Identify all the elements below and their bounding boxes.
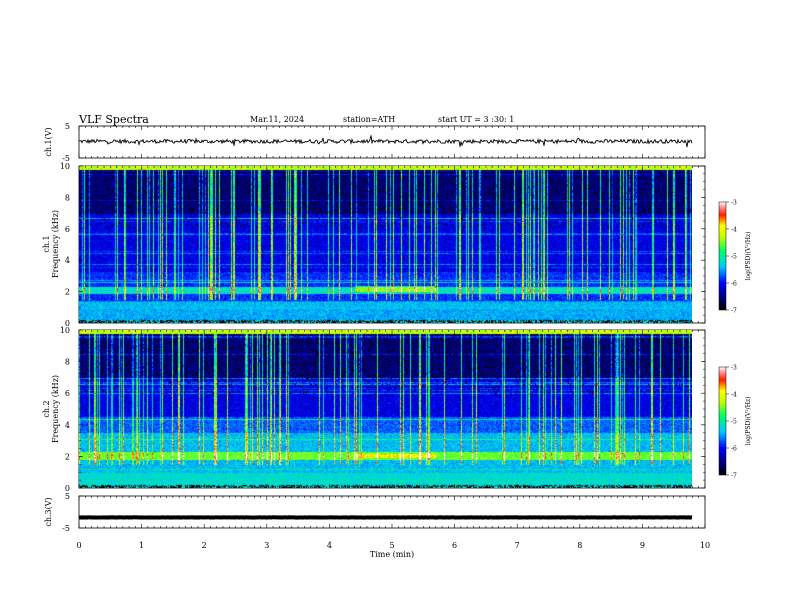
ch1-spectrogram-ylabel-frequency: Frequency (kHz) xyxy=(51,210,60,278)
y-tick-label: 10 xyxy=(60,326,70,335)
ch2-colorbar: -3 -4 -5 -6 -7 log(PSD)(V²/Hz) xyxy=(718,365,752,480)
start-time-label: start UT = 3 :30: 1 xyxy=(438,115,514,124)
x-tick-label: 1 xyxy=(139,541,144,550)
x-tick-label: 6 xyxy=(452,541,457,550)
x-axis-label: Time (min) xyxy=(370,550,414,559)
station-label: station=ATH xyxy=(343,115,395,124)
ch1-colorbar-label: log(PSD)(V²/Hz) xyxy=(745,232,752,281)
ch1-spectrogram-ylabel-channel: ch.1 xyxy=(42,235,51,252)
ch1-colorbar-ticks: -3 -4 -5 -6 -7 xyxy=(726,200,737,315)
y-tick-label: 0 xyxy=(65,319,70,328)
y-tick-label: 4 xyxy=(65,256,70,265)
ch2-colorbar-ticks: -3 -4 -5 -6 -7 xyxy=(726,365,737,480)
ch1-waveform-trace xyxy=(78,135,693,148)
y-tick-label: 6 xyxy=(65,225,70,234)
ch1-colorbar: -3 -4 -5 -6 -7 log(PSD)(V²/Hz) xyxy=(718,200,752,315)
colorbar-tick-label: -4 xyxy=(731,227,737,234)
y-tick-label: 6 xyxy=(65,389,70,398)
x-tick-label: 0 xyxy=(76,541,81,550)
y-tick-label: -5 xyxy=(62,524,70,533)
colorbar-tick-label: -3 xyxy=(731,200,737,207)
y-tick-label: -5 xyxy=(62,154,70,163)
x-tick-label: 7 xyxy=(515,541,520,550)
x-tick-label: 4 xyxy=(327,541,332,550)
y-tick-label: 8 xyxy=(65,193,70,202)
ch3-waveform-frame xyxy=(78,495,706,529)
ch2-colorbar-gradient xyxy=(718,366,727,476)
y-tick-label: 4 xyxy=(65,421,70,430)
ch1-waveform-ylabel: ch.1(V) xyxy=(44,127,53,156)
y-tick-label: 5 xyxy=(65,122,70,131)
ch3-waveform-ylabel: ch.3(V) xyxy=(44,497,53,526)
figure-title: VLF Spectra xyxy=(78,113,149,126)
ch1-spectrogram-image xyxy=(79,166,692,323)
y-tick-label: 5 xyxy=(65,492,70,501)
y-tick-label: 8 xyxy=(65,358,70,367)
colorbar-tick-label: -5 xyxy=(731,254,737,261)
colorbar-tick-label: -4 xyxy=(731,392,737,399)
ch2-spectrogram-ylabel-channel: ch.2 xyxy=(42,400,51,417)
x-tick-label: 8 xyxy=(577,541,582,550)
colorbar-tick-label: -5 xyxy=(731,419,737,426)
ch1-colorbar-gradient xyxy=(718,201,727,311)
colorbar-tick-label: -6 xyxy=(731,281,737,288)
colorbar-tick-label: -6 xyxy=(731,446,737,453)
x-tick-label: 3 xyxy=(264,541,269,550)
ch2-colorbar-label: log(PSD)(V²/Hz) xyxy=(745,397,752,446)
date-label: Mar.11, 2024 xyxy=(250,115,304,124)
y-tick-label: 2 xyxy=(65,452,70,461)
x-tick-label: 10 xyxy=(700,541,710,550)
ch2-spectrogram-ylabel-frequency: Frequency (kHz) xyxy=(51,375,60,443)
x-tick-label: 5 xyxy=(389,541,394,550)
x-tick-label: 2 xyxy=(202,541,207,550)
colorbar-tick-label: -3 xyxy=(731,365,737,372)
y-tick-label: 2 xyxy=(65,288,70,297)
y-tick-label: 10 xyxy=(60,162,70,171)
x-tick-label: 9 xyxy=(640,541,645,550)
colorbar-tick-label: -7 xyxy=(731,308,737,315)
colorbar-tick-label: -7 xyxy=(731,473,737,480)
y-tick-label: 0 xyxy=(65,484,70,493)
ch2-spectrogram-image xyxy=(79,330,692,488)
